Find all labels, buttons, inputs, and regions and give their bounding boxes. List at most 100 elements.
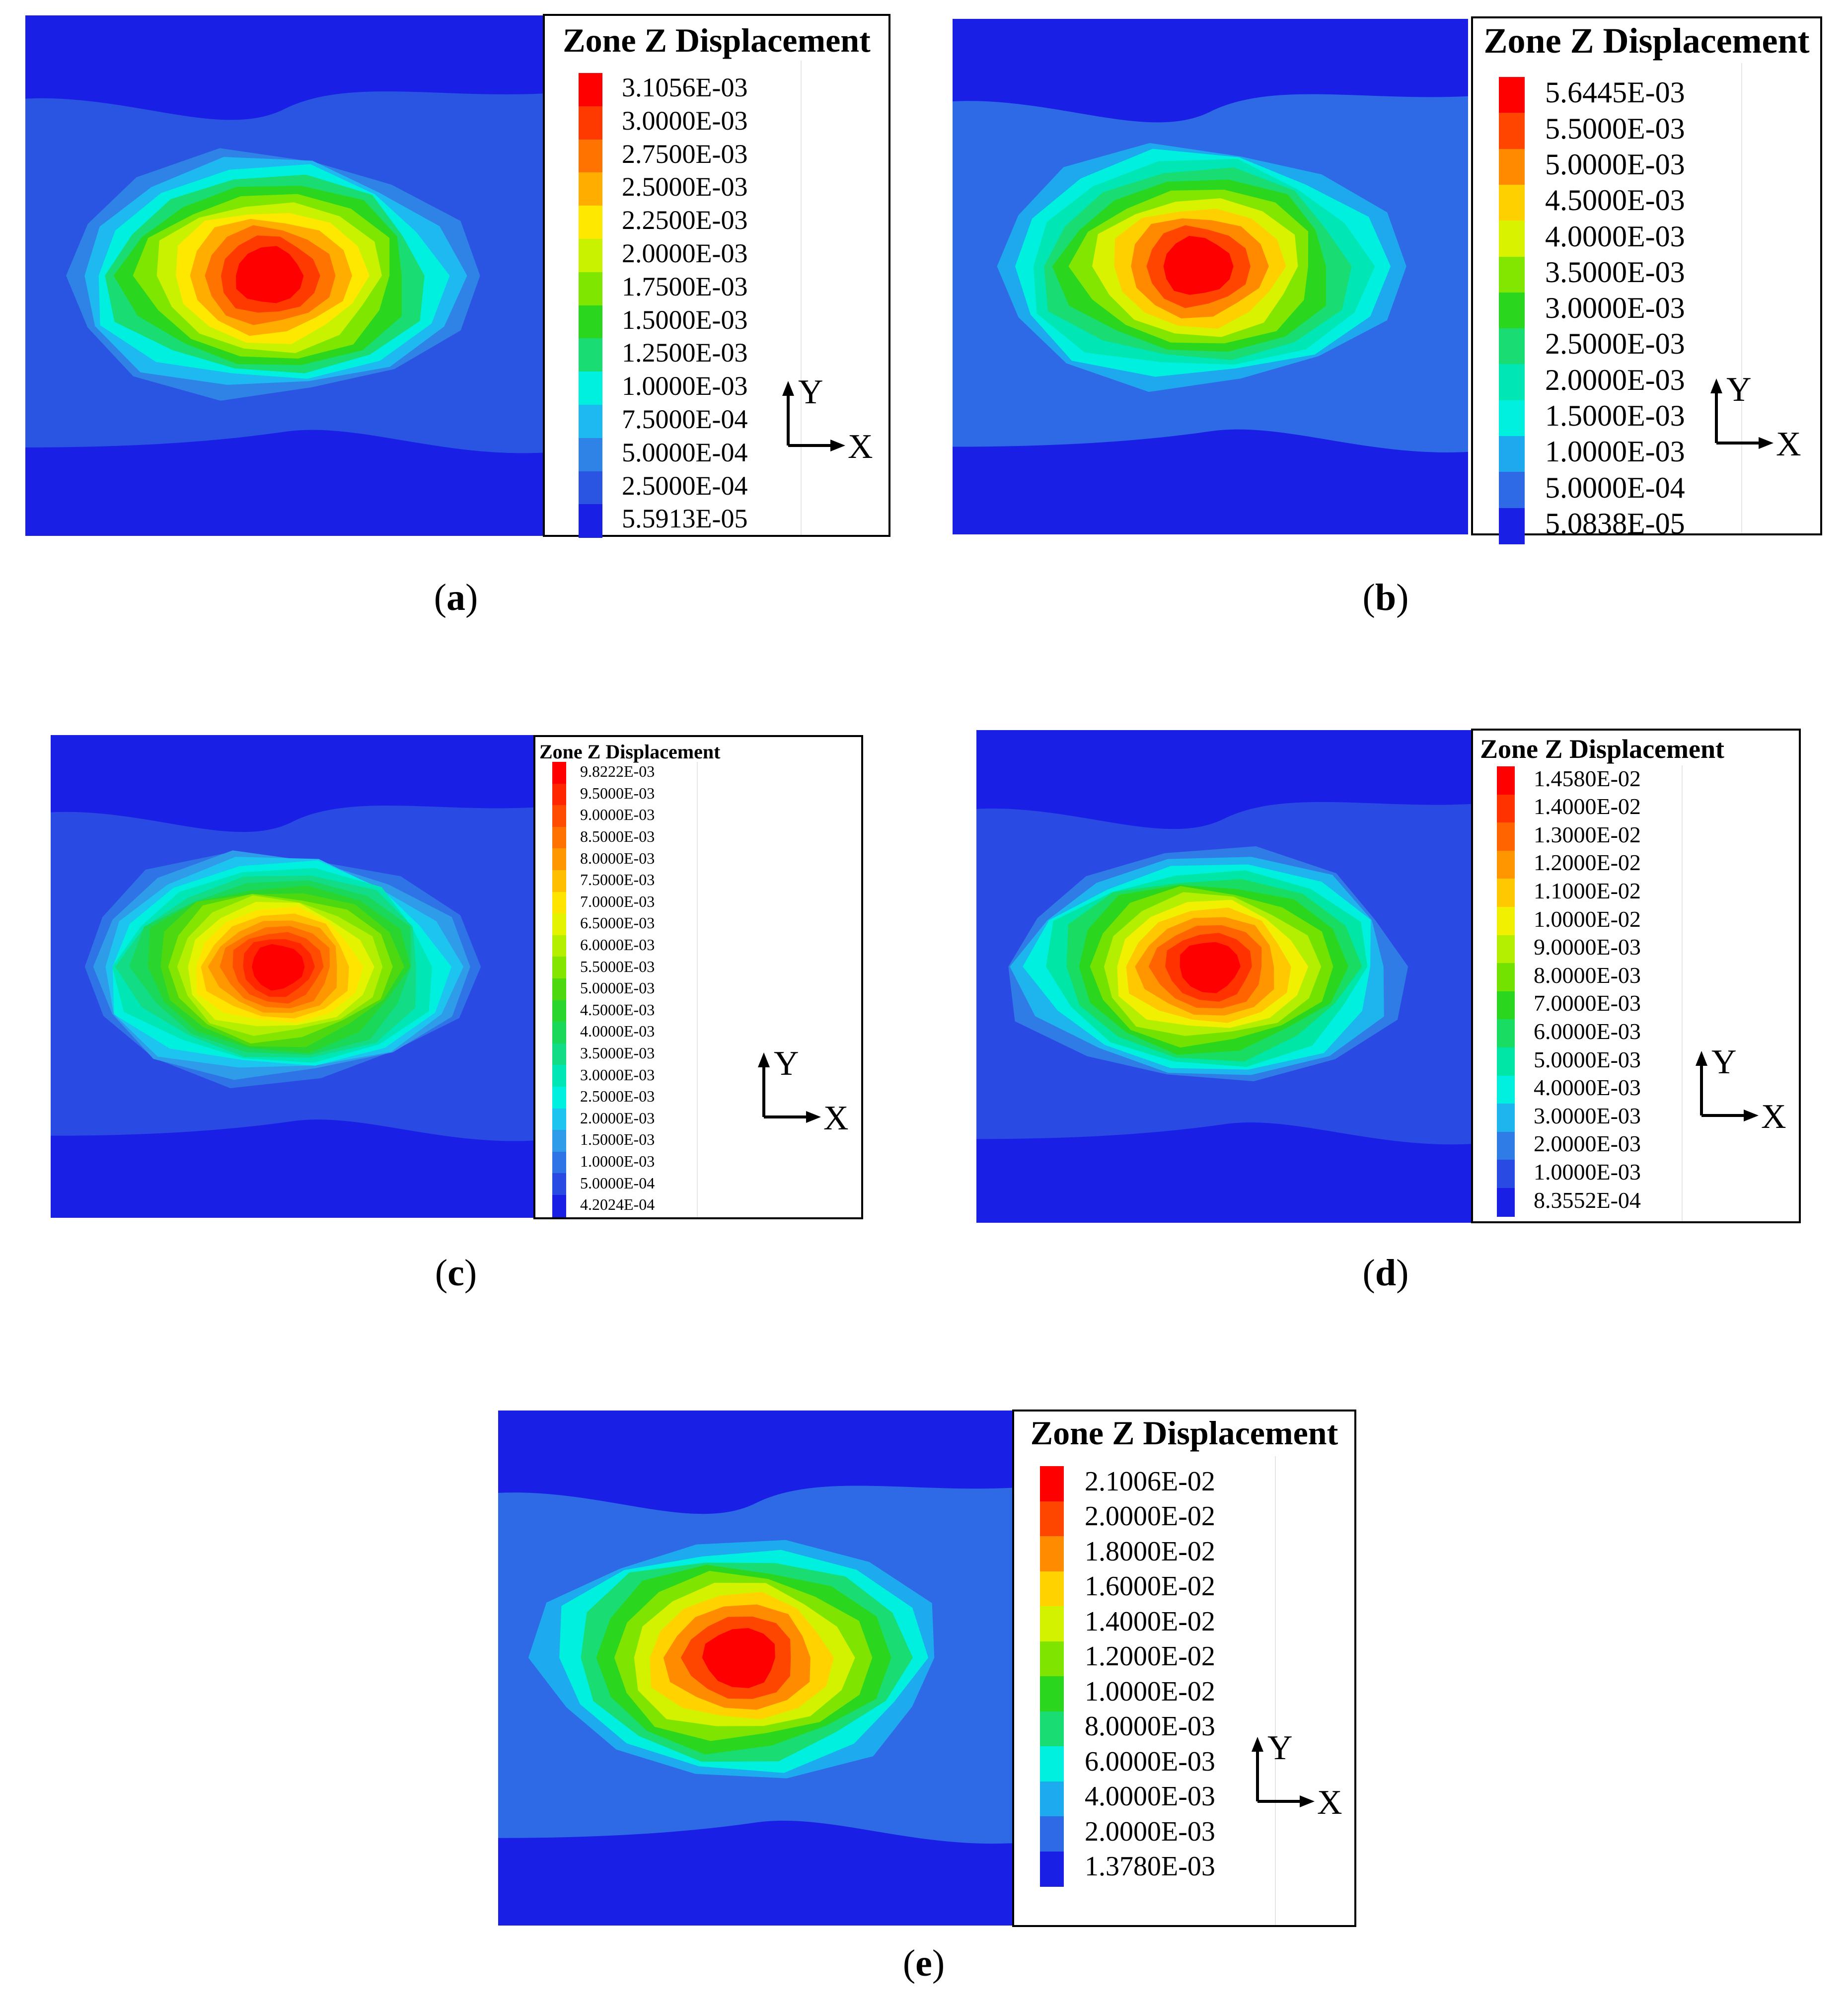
legend-level-label: 3.0000E-03 — [580, 1065, 655, 1084]
legend-level-label: 2.0000E-03 — [622, 238, 748, 269]
legend-swatch — [1040, 1466, 1064, 1502]
contour-svg-d — [976, 730, 1472, 1223]
legend-swatch — [1497, 850, 1515, 880]
legend-swatch — [552, 783, 566, 806]
caption-c: (c) — [435, 1252, 477, 1294]
axis-y-label-e: Y — [1267, 1734, 1293, 1767]
legend-level-label: 4.0000E-03 — [580, 1022, 655, 1040]
legend-swatch — [1499, 113, 1525, 149]
legend-level-label: 1.0000E-03 — [622, 371, 748, 401]
legend-level-label: 4.5000E-03 — [580, 1000, 655, 1019]
legend-swatch — [1499, 328, 1525, 365]
legend-swatch — [579, 73, 602, 107]
legend-level-label: 3.0000E-03 — [622, 105, 748, 136]
caption-a: (a) — [434, 577, 478, 618]
axis-x-label-e: X — [1317, 1783, 1342, 1819]
legend-swatch — [1497, 1047, 1515, 1076]
axes-icon-e: Y X — [1252, 1734, 1342, 1819]
legend-level-label: 5.5000E-03 — [1545, 112, 1685, 145]
legend-swatch — [1497, 935, 1515, 964]
legend-level-label: 8.0000E-03 — [580, 849, 655, 867]
legend-swatch — [552, 1022, 566, 1044]
legend-swatch — [552, 762, 566, 784]
legend-level-label: 5.5913E-05 — [622, 504, 748, 534]
axes-icon-d: Y X — [1696, 1048, 1786, 1133]
legend-level-label: 2.0000E-02 — [1085, 1501, 1215, 1532]
contour-plot-b — [953, 19, 1468, 534]
legend-swatch — [1497, 1019, 1515, 1048]
legend-swatch — [1040, 1711, 1064, 1747]
legend-swatch — [1497, 1131, 1515, 1161]
legend-level-label: 5.0000E-04 — [580, 1174, 655, 1192]
legend-level-label: 5.0000E-03 — [1545, 148, 1685, 181]
caption-b: (b) — [1362, 577, 1409, 618]
legend-title-b: Zone Z Displacement — [1483, 21, 1810, 61]
legend-level-label: 8.5000E-03 — [580, 827, 655, 846]
legend-level-label: 9.8222E-03 — [580, 762, 655, 781]
legend-level-label: 1.0000E-03 — [1545, 435, 1685, 468]
legend-level-label: 2.5000E-03 — [1545, 327, 1685, 361]
legend-swatch — [1499, 508, 1525, 544]
legend-level-label: 1.0000E-02 — [1534, 906, 1641, 932]
legend-swatch — [552, 978, 566, 1001]
legend-swatch — [1499, 149, 1525, 185]
legend-level-label: 2.5000E-03 — [580, 1087, 655, 1106]
legend-c: Zone Z Displacement Y X 9.8222E-03 9.5000… — [533, 735, 863, 1219]
legend-a: Zone Z Displacement Y X 3.1056E-03 3.0000… — [543, 14, 890, 538]
legend-swatch — [579, 272, 602, 306]
legend-swatch — [552, 1000, 566, 1023]
legend-level-label: 3.5000E-03 — [1545, 255, 1685, 289]
legend-swatch — [1497, 1104, 1515, 1132]
legend-swatch — [1499, 184, 1525, 222]
legend-level-label: 5.0000E-03 — [1534, 1046, 1641, 1072]
legend-level-label: 6.0000E-03 — [580, 936, 655, 954]
legend-level-label: 9.0000E-03 — [580, 806, 655, 824]
legend-level-label: 4.0000E-03 — [1545, 220, 1685, 253]
legend-level-label: 8.3552E-04 — [1534, 1187, 1641, 1213]
legend-level-label: 1.7500E-03 — [622, 271, 748, 301]
legend-swatch — [1040, 1851, 1064, 1887]
legend-swatch — [579, 139, 602, 173]
legend-swatch — [579, 405, 602, 439]
legend-swatch — [1497, 1160, 1515, 1188]
legend-level-label: 4.0000E-03 — [1534, 1075, 1641, 1101]
contour-band — [1163, 235, 1234, 295]
legend-swatch — [1499, 472, 1525, 509]
legend-swatch — [1499, 364, 1525, 401]
legend-level-label: 5.5000E-03 — [580, 957, 655, 975]
legend-swatch — [1040, 1606, 1064, 1642]
legend-level-label: 1.3000E-02 — [1534, 821, 1641, 847]
legend-level-label: 1.0000E-03 — [580, 1152, 655, 1171]
axis-y-label-c: Y — [774, 1050, 799, 1083]
legend-title-c: Zone Z Displacement — [539, 741, 721, 763]
legend-swatch — [552, 870, 566, 892]
legend-level-label: 6.5000E-03 — [580, 914, 655, 932]
legend-swatch — [552, 1195, 566, 1217]
legend-level-label: 1.2500E-03 — [622, 338, 748, 368]
legend-title-a: Zone Z Displacement — [563, 21, 871, 59]
legend-swatch — [1497, 794, 1515, 823]
legend-level-label: 2.0000E-03 — [1534, 1131, 1641, 1157]
contour-plot-a — [25, 15, 543, 536]
legend-level-label: 7.0000E-03 — [580, 892, 655, 910]
legend-swatch — [552, 1108, 566, 1131]
contour-band — [1180, 942, 1241, 993]
legend-swatch — [552, 1087, 566, 1109]
legend-level-label: 1.4000E-02 — [1085, 1606, 1215, 1637]
legend-level-label: 2.5000E-03 — [622, 172, 748, 202]
axis-x-label-a: X — [848, 428, 873, 463]
legend-level-label: 9.5000E-03 — [580, 784, 655, 802]
contour-band — [236, 246, 304, 303]
legend-swatch — [552, 1151, 566, 1174]
legend-d: Zone Z Displacement Y X 1.4580E-02 1.4000… — [1471, 729, 1801, 1223]
legend-level-label: 4.5000E-03 — [1545, 184, 1685, 217]
legend-level-label: 2.0000E-03 — [1545, 363, 1685, 396]
legend-level-label: 2.7500E-03 — [622, 139, 748, 169]
legend-swatch — [579, 471, 602, 505]
legend-swatch — [552, 805, 566, 827]
axes-icon-b: Y X — [1710, 376, 1801, 460]
legend-swatch — [579, 106, 602, 140]
legend-swatch — [1040, 1536, 1064, 1572]
legend-level-label: 1.8000E-02 — [1085, 1536, 1215, 1567]
legend-level-label: 5.6445E-03 — [1545, 76, 1685, 109]
